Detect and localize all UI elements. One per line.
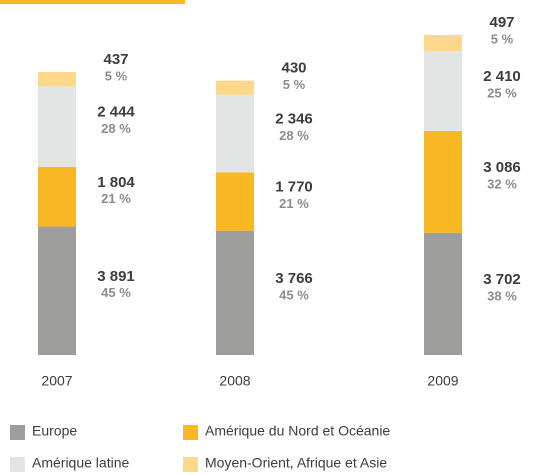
legend-label: Moyen-Orient, Afrique et Asie <box>205 455 387 471</box>
value-label: 437 <box>103 51 128 68</box>
share-label: 45 % <box>101 285 131 300</box>
top-rule <box>0 0 185 4</box>
share-label: 5 % <box>491 31 514 46</box>
legend-label: Europe <box>32 423 77 439</box>
share-label: 25 % <box>487 86 517 101</box>
legend-swatch <box>10 425 25 440</box>
share-label: 28 % <box>279 128 309 143</box>
value-label: 497 <box>489 14 514 31</box>
share-label: 21 % <box>279 196 309 211</box>
value-label: 2 444 <box>97 104 135 121</box>
legend-swatch <box>10 457 25 472</box>
bar-segment <box>216 80 254 95</box>
bar-segment <box>216 230 254 355</box>
value-label: 1 804 <box>97 174 135 191</box>
legend-swatch <box>183 457 198 472</box>
x-tick-label: 2009 <box>427 373 458 389</box>
bar-segment <box>424 130 462 233</box>
value-label: 3 891 <box>97 268 135 285</box>
share-label: 28 % <box>101 121 131 136</box>
bar-segment <box>38 86 76 168</box>
value-label: 1 770 <box>275 178 313 195</box>
x-tick-label: 2007 <box>41 373 72 389</box>
share-label: 32 % <box>487 176 517 191</box>
bar-segment <box>216 172 254 231</box>
share-label: 21 % <box>101 191 131 206</box>
share-label: 5 % <box>105 68 128 83</box>
share-label: 5 % <box>283 77 306 92</box>
bar-segment <box>38 226 76 355</box>
bar-segment <box>424 51 462 131</box>
bar-segment <box>424 35 462 52</box>
share-label: 38 % <box>487 288 517 303</box>
value-label: 2 410 <box>483 68 521 85</box>
share-label: 45 % <box>279 287 309 302</box>
value-label: 430 <box>281 60 306 77</box>
legend-label: Amérique latine <box>32 455 129 471</box>
bar-segment <box>38 71 76 87</box>
value-label: 3 766 <box>275 270 313 287</box>
bar-segment <box>424 232 462 355</box>
legend-label: Amérique du Nord et Océanie <box>205 423 390 439</box>
legend-swatch <box>183 425 198 440</box>
x-tick-label: 2008 <box>219 373 250 389</box>
value-label: 3 086 <box>483 159 521 176</box>
value-label: 2 346 <box>275 111 313 128</box>
value-label: 3 702 <box>483 271 521 288</box>
bar-segment <box>38 167 76 227</box>
bar-segment <box>216 94 254 173</box>
